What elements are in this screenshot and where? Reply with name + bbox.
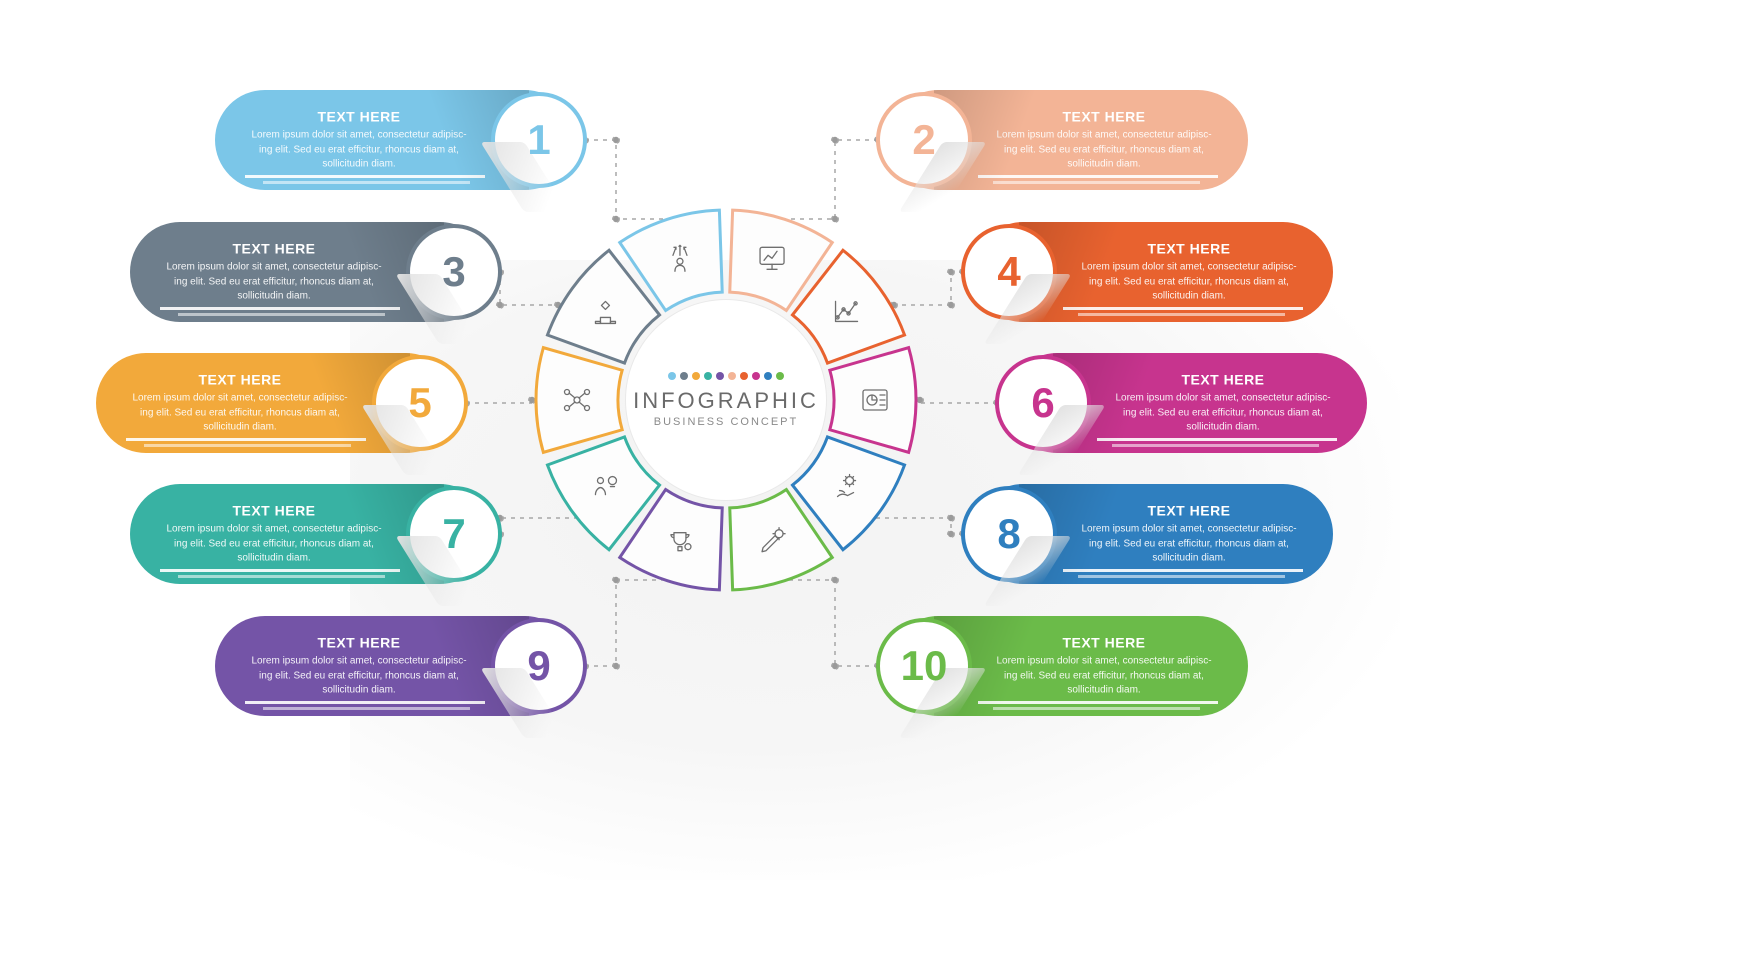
card-underline xyxy=(160,569,400,572)
card-body-text: Lorem ipsum dolor sit amet, consectetur … xyxy=(1107,391,1339,435)
card-text-block: TEXT HERE Lorem ipsum dolor sit amet, con… xyxy=(1107,371,1339,435)
card-underline-thin xyxy=(263,707,470,710)
card-title: TEXT HERE xyxy=(243,108,475,124)
step-card-1: TEXT HERE Lorem ipsum dolor sit amet, con… xyxy=(215,90,575,190)
step-card-7: TEXT HERE Lorem ipsum dolor sit amet, con… xyxy=(130,484,490,584)
card-underline-thin xyxy=(178,575,385,578)
step-card-3: TEXT HERE Lorem ipsum dolor sit amet, con… xyxy=(130,222,490,322)
card-text-block: TEXT HERE Lorem ipsum dolor sit amet, con… xyxy=(158,240,390,304)
center-core: INFOGRAPHIC BUSINESS CONCEPT xyxy=(626,300,826,500)
step-number-badge-5: 5 xyxy=(372,355,468,451)
step-number: 5 xyxy=(408,382,431,424)
card-body-text: Lorem ipsum dolor sit amet, consectetur … xyxy=(243,654,475,698)
infographic-stage: INFOGRAPHIC BUSINESS CONCEPT TEXT HERE Lore… xyxy=(0,0,1742,980)
step-card-8: TEXT HERE Lorem ipsum dolor sit amet, con… xyxy=(973,484,1333,584)
step-number-badge-9: 9 xyxy=(491,618,587,714)
card-body-text: Lorem ipsum dolor sit amet, consectetur … xyxy=(158,260,390,304)
step-number: 10 xyxy=(901,645,948,687)
card-title: TEXT HERE xyxy=(124,371,356,387)
step-number-badge-3: 3 xyxy=(406,224,502,320)
card-body-text: Lorem ipsum dolor sit amet, consectetur … xyxy=(988,128,1220,172)
card-body-text: Lorem ipsum dolor sit amet, consectetur … xyxy=(988,654,1220,698)
step-number: 4 xyxy=(997,251,1020,293)
card-text-block: TEXT HERE Lorem ipsum dolor sit amet, con… xyxy=(124,371,356,435)
card-text-block: TEXT HERE Lorem ipsum dolor sit amet, con… xyxy=(988,634,1220,698)
card-title: TEXT HERE xyxy=(988,108,1220,124)
card-underline xyxy=(1063,569,1303,572)
card-underline xyxy=(978,175,1218,178)
card-underline-thin xyxy=(1112,444,1319,447)
step-card-2: TEXT HERE Lorem ipsum dolor sit amet, con… xyxy=(888,90,1248,190)
card-underline xyxy=(245,175,485,178)
center-title: INFOGRAPHIC xyxy=(633,388,819,414)
card-text-block: TEXT HERE Lorem ipsum dolor sit amet, con… xyxy=(1073,240,1305,304)
step-number-badge-8: 8 xyxy=(961,486,1057,582)
center-circle-diagram: INFOGRAPHIC BUSINESS CONCEPT xyxy=(530,204,922,596)
step-number: 1 xyxy=(527,119,550,161)
step-number-badge-1: 1 xyxy=(491,92,587,188)
step-card-9: TEXT HERE Lorem ipsum dolor sit amet, con… xyxy=(215,616,575,716)
card-underline xyxy=(978,701,1218,704)
step-number-badge-7: 7 xyxy=(406,486,502,582)
card-text-block: TEXT HERE Lorem ipsum dolor sit amet, con… xyxy=(988,108,1220,172)
step-number-badge-6: 6 xyxy=(995,355,1091,451)
step-card-5: TEXT HERE Lorem ipsum dolor sit amet, con… xyxy=(96,353,456,453)
card-text-block: TEXT HERE Lorem ipsum dolor sit amet, con… xyxy=(1073,502,1305,566)
card-title: TEXT HERE xyxy=(1107,371,1339,387)
step-number-badge-10: 10 xyxy=(876,618,972,714)
card-title: TEXT HERE xyxy=(158,502,390,518)
card-underline-thin xyxy=(993,707,1200,710)
step-card-6: TEXT HERE Lorem ipsum dolor sit amet, con… xyxy=(1007,353,1367,453)
card-title: TEXT HERE xyxy=(243,634,475,650)
step-number: 2 xyxy=(912,119,935,161)
card-underline xyxy=(1063,307,1303,310)
card-text-block: TEXT HERE Lorem ipsum dolor sit amet, con… xyxy=(243,634,475,698)
card-body-text: Lorem ipsum dolor sit amet, consectetur … xyxy=(243,128,475,172)
step-number: 6 xyxy=(1031,382,1054,424)
card-body-text: Lorem ipsum dolor sit amet, consectetur … xyxy=(1073,260,1305,304)
step-number-badge-2: 2 xyxy=(876,92,972,188)
center-subtitle: BUSINESS CONCEPT xyxy=(654,416,798,428)
card-title: TEXT HERE xyxy=(1073,240,1305,256)
card-body-text: Lorem ipsum dolor sit amet, consectetur … xyxy=(124,391,356,435)
card-underline-thin xyxy=(178,313,385,316)
center-segment-5 xyxy=(536,348,622,453)
step-card-4: TEXT HERE Lorem ipsum dolor sit amet, con… xyxy=(973,222,1333,322)
step-number: 7 xyxy=(442,513,465,555)
card-underline-thin xyxy=(144,444,351,447)
step-number-badge-4: 4 xyxy=(961,224,1057,320)
center-color-dots xyxy=(668,372,784,380)
card-body-text: Lorem ipsum dolor sit amet, consectetur … xyxy=(1073,522,1305,566)
card-title: TEXT HERE xyxy=(988,634,1220,650)
card-text-block: TEXT HERE Lorem ipsum dolor sit amet, con… xyxy=(158,502,390,566)
card-underline-thin xyxy=(1078,313,1285,316)
card-text-block: TEXT HERE Lorem ipsum dolor sit amet, con… xyxy=(243,108,475,172)
card-underline-thin xyxy=(993,181,1200,184)
step-card-10: TEXT HERE Lorem ipsum dolor sit amet, con… xyxy=(888,616,1248,716)
card-underline xyxy=(245,701,485,704)
card-body-text: Lorem ipsum dolor sit amet, consectetur … xyxy=(158,522,390,566)
card-underline-thin xyxy=(263,181,470,184)
card-title: TEXT HERE xyxy=(1073,502,1305,518)
card-underline xyxy=(1097,438,1337,441)
step-number: 8 xyxy=(997,513,1020,555)
step-number: 3 xyxy=(442,251,465,293)
card-underline xyxy=(160,307,400,310)
card-underline xyxy=(126,438,366,441)
card-title: TEXT HERE xyxy=(158,240,390,256)
card-underline-thin xyxy=(1078,575,1285,578)
step-number: 9 xyxy=(527,645,550,687)
